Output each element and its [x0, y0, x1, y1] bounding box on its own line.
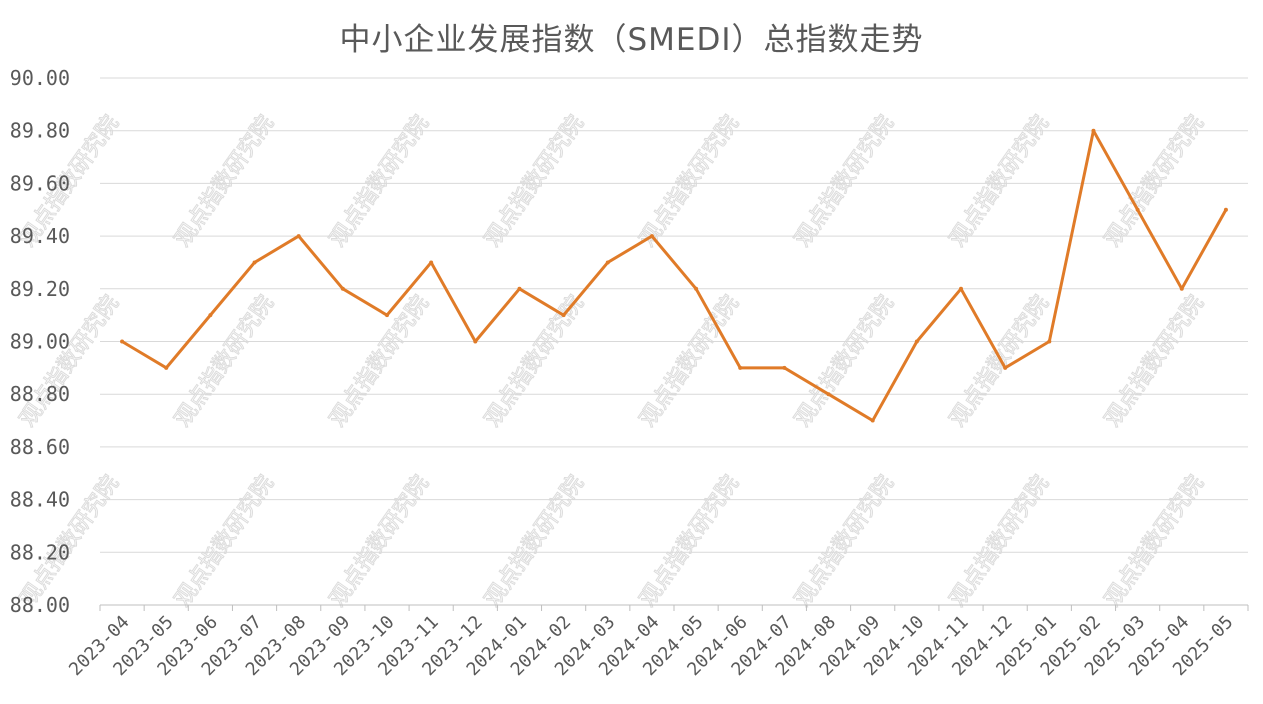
y-tick-label: 90.00 — [10, 66, 70, 90]
watermark-text: 观点指数研究院 — [635, 111, 744, 252]
watermark-text: 观点指数研究院 — [945, 471, 1054, 612]
watermark-text: 观点指数研究院 — [1100, 291, 1209, 432]
series-line — [121, 129, 1228, 423]
data-point — [296, 234, 301, 239]
watermark-text: 观点指数研究院 — [170, 111, 279, 252]
data-point — [870, 418, 875, 423]
watermark-text: 观点指数研究院 — [480, 471, 589, 612]
y-tick-label: 88.00 — [10, 593, 70, 617]
data-point — [1223, 207, 1228, 212]
y-tick-label: 88.60 — [10, 435, 70, 459]
data-point — [385, 313, 389, 318]
data-point — [429, 260, 434, 265]
data-point — [694, 286, 699, 291]
watermark-text: 观点指数研究院 — [480, 291, 589, 432]
watermark-text: 观点指数研究院 — [325, 471, 434, 612]
data-point — [1047, 339, 1052, 344]
y-tick-label: 89.40 — [10, 224, 70, 248]
y-axis-tick-labels: 90.00 89.80 89.60 89.40 89.20 89.00 88.80 88.60… — [10, 66, 70, 617]
x-axis — [99, 604, 1249, 611]
watermark-text: 观点指数研究院 — [15, 291, 124, 432]
x-axis-tick-labels: 2023-042023-052023-062023-072023-082023-… — [65, 612, 1237, 680]
watermark-text: 观点指数研究院 — [480, 111, 589, 252]
y-tick-label: 89.00 — [10, 330, 70, 354]
data-point — [914, 339, 919, 344]
data-point — [1179, 286, 1184, 291]
data-point — [120, 339, 125, 344]
watermark-text: 观点指数研究院 — [790, 291, 899, 432]
data-point — [340, 286, 345, 291]
data-point — [605, 260, 610, 265]
data-point — [826, 392, 831, 397]
y-tick-label: 89.80 — [10, 119, 70, 143]
y-tick-label: 88.20 — [10, 540, 70, 564]
gridlines — [100, 77, 1248, 553]
watermark-text: 观点指数研究院 — [945, 111, 1054, 252]
data-point — [517, 286, 522, 291]
watermark-text: 观点指数研究院 — [1100, 471, 1209, 612]
series-layer — [120, 128, 1228, 423]
y-tick-label: 89.20 — [10, 277, 70, 301]
data-point — [649, 234, 654, 239]
data-point — [1091, 128, 1096, 133]
y-tick-label: 88.40 — [10, 488, 70, 512]
watermark-text: 观点指数研究院 — [170, 291, 279, 432]
data-point — [738, 365, 743, 370]
watermark-text: 观点指数研究院 — [790, 111, 899, 252]
watermark-text: 观点指数研究院 — [325, 111, 434, 252]
chart-title: 中小企业发展指数（SMEDI）总指数走势 — [339, 22, 924, 58]
data-point — [208, 313, 213, 318]
watermark-text: 观点指数研究院 — [170, 471, 279, 612]
data-point — [164, 365, 169, 370]
data-point — [561, 313, 566, 318]
watermark-text: 观点指数研究院 — [635, 471, 744, 612]
data-point — [959, 286, 963, 291]
y-tick-label: 89.60 — [10, 171, 70, 195]
data-point — [1003, 365, 1008, 370]
data-point — [252, 260, 257, 265]
watermark-text: 观点指数研究院 — [790, 471, 899, 612]
data-point — [473, 339, 478, 344]
data-point — [1135, 207, 1140, 212]
watermark-layer: 观点指数研究院 观点指数研究院 观点指数研究院 观点指数研究院 观点指数研究院 观点指数研… — [15, 111, 1210, 613]
watermark-text: 观点指数研究院 — [635, 291, 744, 432]
watermark-text: 观点指数研究院 — [945, 291, 1054, 432]
y-tick-label: 88.80 — [10, 382, 70, 406]
data-point — [782, 365, 787, 370]
watermark-text: 观点指数研究院 — [1100, 111, 1209, 252]
